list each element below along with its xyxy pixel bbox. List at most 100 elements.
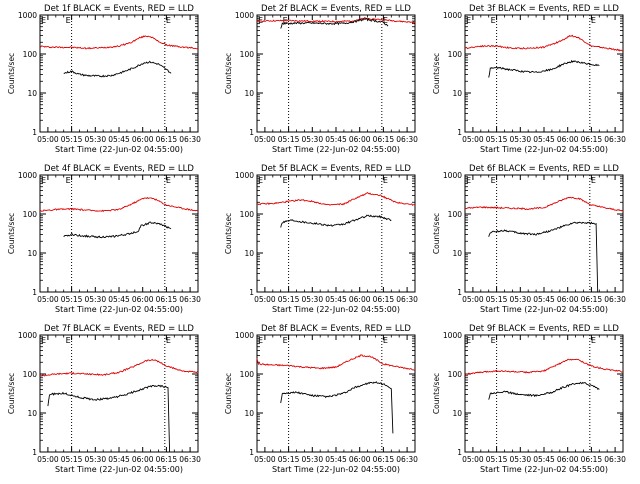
interval-marker-label: E: [66, 176, 71, 185]
corner-marker-label: E: [258, 16, 263, 25]
x-tick-label: 05:45: [108, 295, 130, 304]
x-tick-label: 05:45: [533, 295, 555, 304]
x-tick-label: 06:00: [349, 135, 371, 144]
series-line-events: [488, 381, 600, 400]
corner-marker-label: E: [466, 336, 471, 345]
x-tick-label: 06:30: [396, 295, 418, 304]
series-line-events: [47, 384, 171, 453]
interval-marker-label: E: [591, 336, 596, 345]
interval-marker-label: E: [591, 16, 596, 25]
x-tick-label: 05:45: [108, 135, 130, 144]
y-tick-label: 10: [27, 89, 37, 98]
y-tick-label: 10: [452, 409, 462, 418]
plot-frame: [464, 334, 624, 453]
series-line-events: [280, 381, 394, 434]
interval-marker-label: E: [383, 336, 388, 345]
x-axis-label: Start Time (22-Jun-02 04:55:00): [480, 305, 608, 314]
series-line-lld: [464, 358, 624, 376]
x-tick-label: 06:00: [132, 295, 154, 304]
interval-marker-label: E: [283, 336, 288, 345]
x-tick-label: 05:45: [325, 295, 347, 304]
chart-panel-2: Det 2f BLACK = Events, RED = LLD 1 10 100 10…: [224, 4, 418, 154]
y-tick-label: 1: [32, 288, 37, 297]
interval-marker-label: E: [591, 176, 596, 185]
x-tick-label: 05:30: [509, 135, 531, 144]
x-tick-label: 05:00: [254, 135, 276, 144]
interval-marker-label: E: [166, 176, 171, 185]
corner-marker-label: E: [41, 16, 46, 25]
corner-marker-label: E: [466, 176, 471, 185]
chart-title: Det 5f BLACK = Events, RED = LLD: [261, 164, 411, 174]
y-tick-label: 100: [23, 370, 38, 379]
x-tick-label: 06:15: [156, 135, 178, 144]
y-tick-label: 10: [244, 89, 254, 98]
y-tick-label: 1: [249, 448, 254, 457]
y-tick-label: 100: [23, 210, 38, 219]
corner-marker-label: E: [258, 336, 263, 345]
y-tick-label: 1000: [235, 11, 254, 20]
x-tick-label: 05:15: [486, 295, 508, 304]
series-line-events: [63, 60, 172, 78]
x-tick-label: 05:45: [533, 135, 555, 144]
series-line-lld: [256, 354, 416, 371]
x-tick-label: 05:30: [301, 455, 323, 464]
x-tick-label: 06:15: [156, 295, 178, 304]
interval-marker-label: E: [166, 16, 171, 25]
y-tick-label: 10: [27, 249, 37, 258]
series-line-lld: [464, 34, 623, 52]
x-tick-label: 05:15: [486, 135, 508, 144]
x-tick-label: 05:00: [254, 455, 276, 464]
x-tick-label: 06:30: [396, 135, 418, 144]
x-tick-label: 05:30: [84, 295, 106, 304]
x-tick-label: 06:30: [604, 135, 626, 144]
x-tick-label: 06:15: [581, 455, 603, 464]
interval-marker-label: E: [66, 336, 71, 345]
y-tick-label: 10: [244, 249, 254, 258]
x-tick-label: 06:30: [604, 455, 626, 464]
y-tick-label: 100: [448, 370, 463, 379]
chart-title: Det 4f BLACK = Events, RED = LLD: [44, 164, 194, 174]
x-axis-label: Start Time (22-Jun-02 04:55:00): [272, 465, 400, 474]
x-tick-label: 05:00: [462, 455, 484, 464]
x-tick-label: 06:00: [132, 135, 154, 144]
x-tick-label: 06:30: [396, 455, 418, 464]
chart-panel-3: Det 3f BLACK = Events, RED = LLD 1 10 100 10…: [432, 4, 626, 154]
x-tick-label: 05:45: [325, 455, 347, 464]
y-axis-label: Counts/sec: [7, 373, 16, 414]
x-tick-label: 06:00: [132, 455, 154, 464]
interval-marker-label: E: [491, 176, 496, 185]
series-line-lld: [256, 17, 416, 24]
chart-title: Det 9f BLACK = Events, RED = LLD: [469, 324, 619, 334]
x-axis-label: Start Time (22-Jun-02 04:55:00): [480, 145, 608, 154]
interval-marker-label: E: [491, 16, 496, 25]
chart-title: Det 8f BLACK = Events, RED = LLD: [261, 324, 411, 334]
y-tick-label: 1: [32, 128, 37, 137]
interval-marker-label: E: [383, 176, 388, 185]
x-tick-label: 06:30: [179, 295, 201, 304]
x-axis-label: Start Time (22-Jun-02 04:55:00): [480, 465, 608, 474]
y-tick-label: 100: [448, 50, 463, 59]
series-line-lld: [39, 35, 199, 50]
y-tick-label: 1: [457, 448, 462, 457]
chart-panel-7: Det 7f BLACK = Events, RED = LLD 1 10 100 10…: [7, 324, 201, 474]
y-axis-label: Counts/sec: [224, 373, 233, 414]
x-tick-label: 05:15: [486, 455, 508, 464]
x-tick-label: 05:00: [254, 295, 276, 304]
plot-frame: [464, 14, 624, 133]
x-tick-label: 05:00: [37, 295, 59, 304]
x-tick-label: 06:15: [581, 295, 603, 304]
x-tick-label: 06:15: [373, 135, 395, 144]
x-tick-label: 05:00: [462, 295, 484, 304]
series-line-events: [280, 214, 392, 228]
y-tick-label: 100: [23, 50, 38, 59]
y-tick-label: 10: [244, 409, 254, 418]
x-tick-label: 06:15: [581, 135, 603, 144]
y-tick-label: 10: [452, 249, 462, 258]
x-tick-label: 05:30: [84, 455, 106, 464]
y-axis-label: Counts/sec: [7, 53, 16, 94]
chart-panel-9: Det 9f BLACK = Events, RED = LLD 1 10 100 10…: [432, 324, 626, 474]
x-tick-label: 05:30: [509, 295, 531, 304]
x-tick-label: 05:15: [61, 455, 83, 464]
x-tick-label: 06:15: [156, 455, 178, 464]
